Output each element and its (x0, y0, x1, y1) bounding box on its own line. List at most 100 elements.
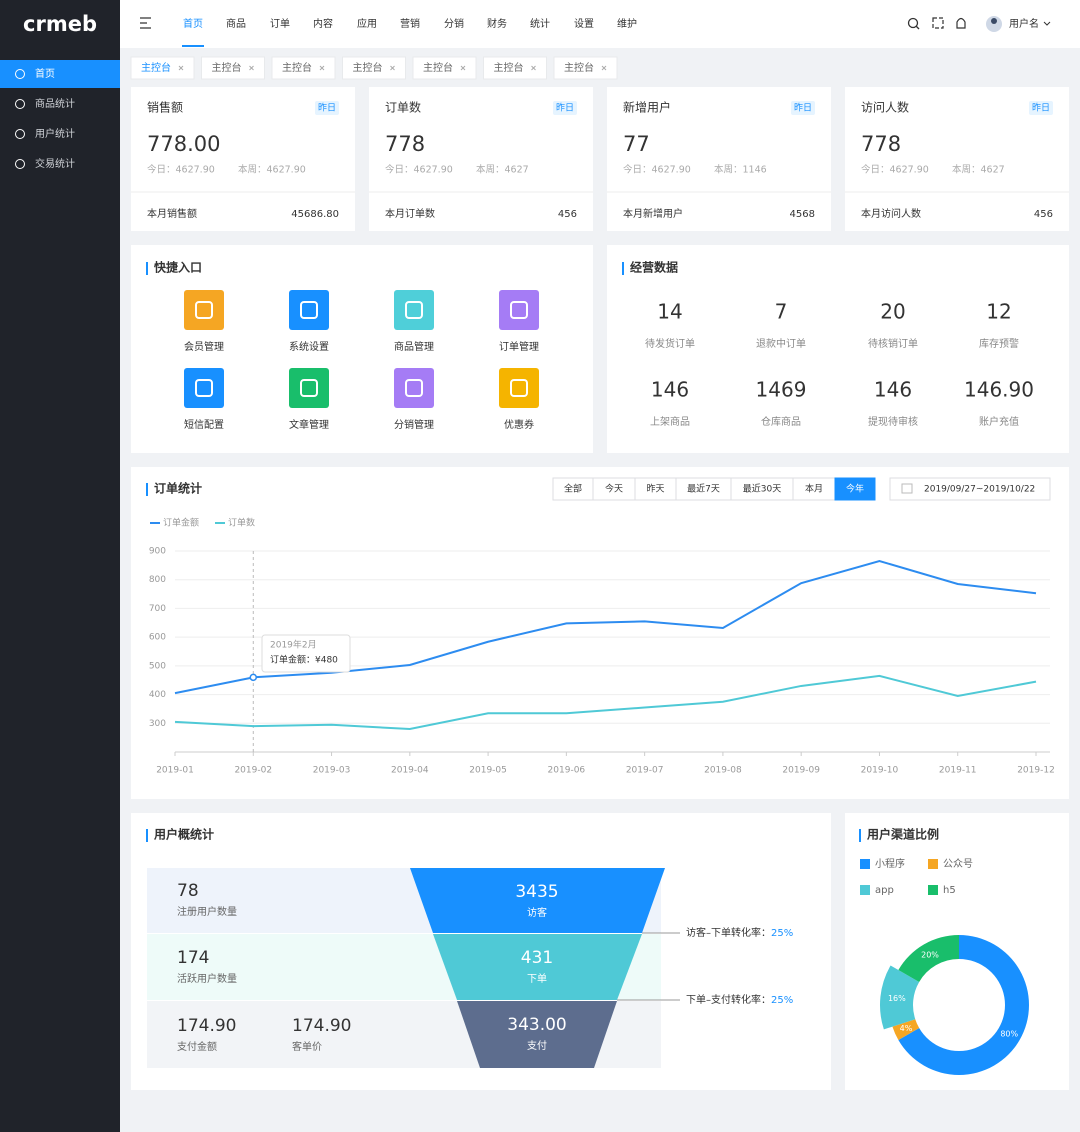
donut-slice (892, 1019, 920, 1040)
conversion-rate: 25% (771, 995, 793, 1006)
card-title: 新增用户 (623, 100, 671, 115)
entry-glyph (195, 301, 213, 319)
tab[interactable] (412, 56, 477, 80)
tab-label[interactable]: 主控台 (423, 61, 453, 74)
tab-label[interactable]: 主控台 (494, 61, 524, 74)
tab-label[interactable]: 主控台 (282, 61, 312, 74)
title-bar (859, 829, 861, 842)
business-label: 上架商品 (650, 415, 690, 428)
overview-value: 174.90 (292, 1016, 351, 1036)
nav-item[interactable]: 营销 (400, 17, 420, 30)
stat-value: 77 (623, 132, 650, 156)
stat-week: 本周：4627 (476, 164, 529, 176)
logo: crmeb (23, 12, 97, 36)
card-title: 订单数 (385, 100, 421, 115)
nav-item[interactable]: 维护 (617, 17, 637, 30)
tab-label[interactable]: 主控台 (353, 61, 383, 74)
tab-label[interactable]: 主控台 (212, 61, 242, 74)
title-bar (146, 262, 148, 275)
sidebar-item[interactable]: 首页 (35, 67, 55, 80)
nav-item[interactable]: 统计 (530, 17, 550, 30)
tooltip-value: 订单金额：¥480 (270, 654, 338, 666)
menu-icon (15, 159, 25, 169)
badge-label: 昨日 (318, 102, 336, 114)
menu-icon (15, 129, 25, 139)
entry-label[interactable]: 分销管理 (394, 418, 434, 431)
tab[interactable] (130, 56, 195, 80)
nav-item[interactable]: 设置 (574, 18, 594, 30)
sidebar-item[interactable]: 交易统计 (35, 157, 75, 170)
entry-icon[interactable] (289, 290, 329, 330)
conversion-rate: 25% (771, 928, 793, 939)
bell-icon[interactable] (956, 17, 966, 29)
hover-point (249, 673, 258, 682)
filter-label[interactable]: 最近7天 (687, 483, 720, 495)
entry-glyph (405, 379, 423, 397)
nav-item[interactable]: 应用 (357, 17, 377, 30)
legend-swatch (928, 859, 938, 869)
tab[interactable] (483, 56, 547, 80)
entry-icon[interactable] (394, 368, 434, 408)
search-icon[interactable] (907, 17, 919, 29)
stat-value: 778 (385, 132, 425, 156)
badge (553, 101, 577, 115)
entry-label[interactable]: 短信配置 (184, 418, 224, 431)
entry-icon[interactable] (289, 368, 329, 408)
funnel-label: 支付 (527, 1039, 547, 1052)
filter-label[interactable]: 最近30天 (743, 483, 781, 495)
nav-item[interactable]: 订单 (270, 18, 290, 30)
stat-today: 今日：4627.90 (623, 164, 691, 176)
stat-week: 本周：4627.90 (238, 164, 306, 176)
nav-item[interactable]: 分销 (444, 17, 464, 30)
user-name[interactable]: 用户名 (1009, 17, 1039, 30)
fullscreen-icon[interactable] (932, 17, 944, 29)
tab[interactable] (201, 56, 265, 80)
entry-glyph (195, 379, 213, 397)
filter-label[interactable]: 今年 (846, 483, 864, 495)
footer-label: 本月访问人数 (861, 207, 921, 220)
nav-item[interactable]: 财务 (487, 17, 507, 30)
nav-item[interactable]: 内容 (313, 17, 333, 30)
entry-label[interactable]: 会员管理 (184, 340, 224, 353)
tab[interactable] (271, 56, 336, 80)
legend-label: h5 (943, 885, 956, 896)
funnel-segment (410, 868, 665, 933)
nav-item[interactable]: 商品 (226, 17, 246, 30)
tab-close (601, 65, 607, 71)
section-title: 经营数据 (630, 260, 678, 275)
sidebar-item[interactable]: 商品统计 (35, 97, 75, 110)
x-tick-label: 2019-03 (313, 766, 351, 776)
tab-label[interactable]: 主控台 (564, 61, 594, 74)
entry-label[interactable]: 系统设置 (289, 340, 329, 353)
tab-label[interactable]: 主控台 (141, 61, 171, 74)
filter-label[interactable]: 本月 (805, 483, 823, 495)
nav-item[interactable]: 首页 (183, 17, 203, 30)
tab[interactable] (553, 56, 618, 80)
legend-label: 公众号 (943, 858, 973, 870)
entry-label[interactable]: 优惠券 (504, 418, 534, 431)
overview-label: 客单价 (292, 1040, 322, 1053)
section-title: 订单统计 (154, 481, 202, 496)
entry-icon[interactable] (499, 290, 539, 330)
overview-value: 174.90 (177, 1016, 236, 1036)
tooltip (261, 634, 351, 673)
x-tick-label: 2019-09 (782, 766, 820, 776)
entry-icon[interactable] (184, 290, 224, 330)
filter-label[interactable]: 昨天 (646, 483, 664, 495)
entry-label[interactable]: 商品管理 (394, 340, 434, 353)
entry-icon[interactable] (184, 368, 224, 408)
sidebar-item[interactable]: 用户统计 (35, 127, 75, 140)
x-tick-label: 2019-12 (1017, 766, 1055, 776)
filter-label[interactable]: 全部 (564, 483, 582, 495)
date-range[interactable]: 2019/09/27~2019/10/22 (924, 485, 1035, 495)
filter-button[interactable] (834, 477, 876, 501)
date-picker[interactable] (889, 477, 1051, 501)
tab-close (249, 65, 254, 71)
entry-label[interactable]: 文章管理 (289, 418, 329, 431)
filter-label[interactable]: 今天 (605, 483, 623, 495)
tab[interactable] (342, 56, 406, 80)
entry-icon[interactable] (394, 290, 434, 330)
entry-label[interactable]: 订单管理 (499, 340, 539, 353)
entry-icon[interactable] (499, 368, 539, 408)
